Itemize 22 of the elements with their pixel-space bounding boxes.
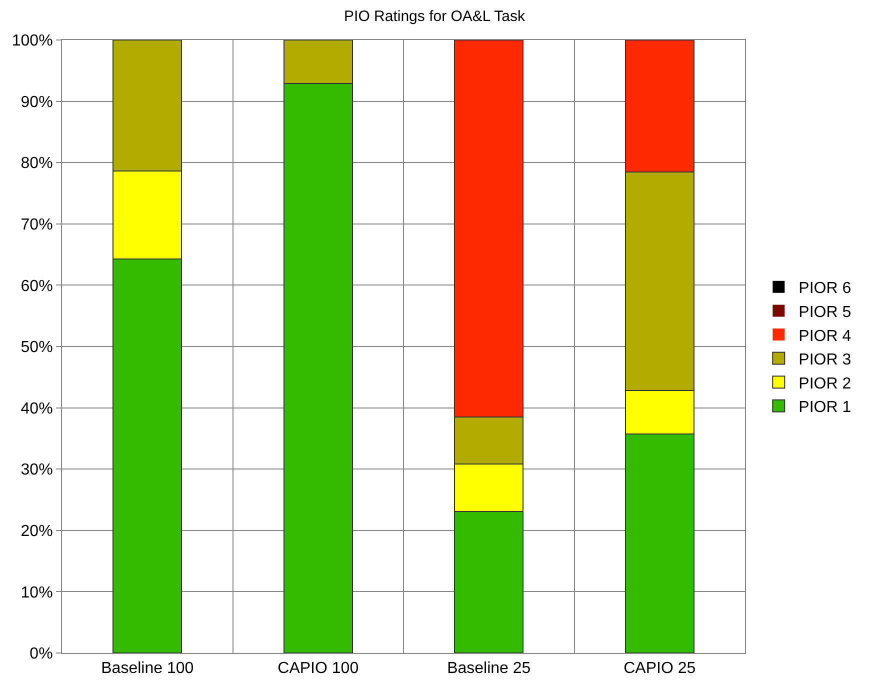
x-tick-label: CAPIO 100 [278, 660, 359, 678]
legend-label: PIOR 3 [798, 352, 852, 369]
y-tick-label: 60% [20, 278, 53, 295]
y-tick-label: 30% [20, 462, 53, 479]
legend-label: PIOR 2 [798, 375, 852, 392]
legend-label: PIOR 5 [798, 304, 852, 321]
y-tick-label: 0% [30, 646, 53, 663]
y-tick-label: 40% [20, 400, 53, 418]
y-tick-label: 70% [20, 216, 53, 234]
y-tick-label: 90% [20, 94, 53, 111]
x-tick-label: Baseline 25 [447, 660, 531, 678]
y-tick-label: 20% [20, 523, 53, 540]
y-tick-label: 10% [20, 584, 53, 602]
x-tick-label: CAPIO 25 [624, 660, 696, 678]
y-tick-label: 50% [20, 339, 53, 356]
legend-label: PIOR 4 [798, 328, 852, 345]
chart-title: PIO Ratings for OA&L Task [344, 8, 526, 25]
y-tick-label: 100% [12, 32, 53, 50]
legend-label: PIOR 6 [798, 280, 852, 298]
legend-label: PIOR 1 [798, 399, 852, 416]
y-tick-label: 80% [20, 155, 53, 172]
x-tick-label: Baseline 100 [101, 660, 194, 678]
